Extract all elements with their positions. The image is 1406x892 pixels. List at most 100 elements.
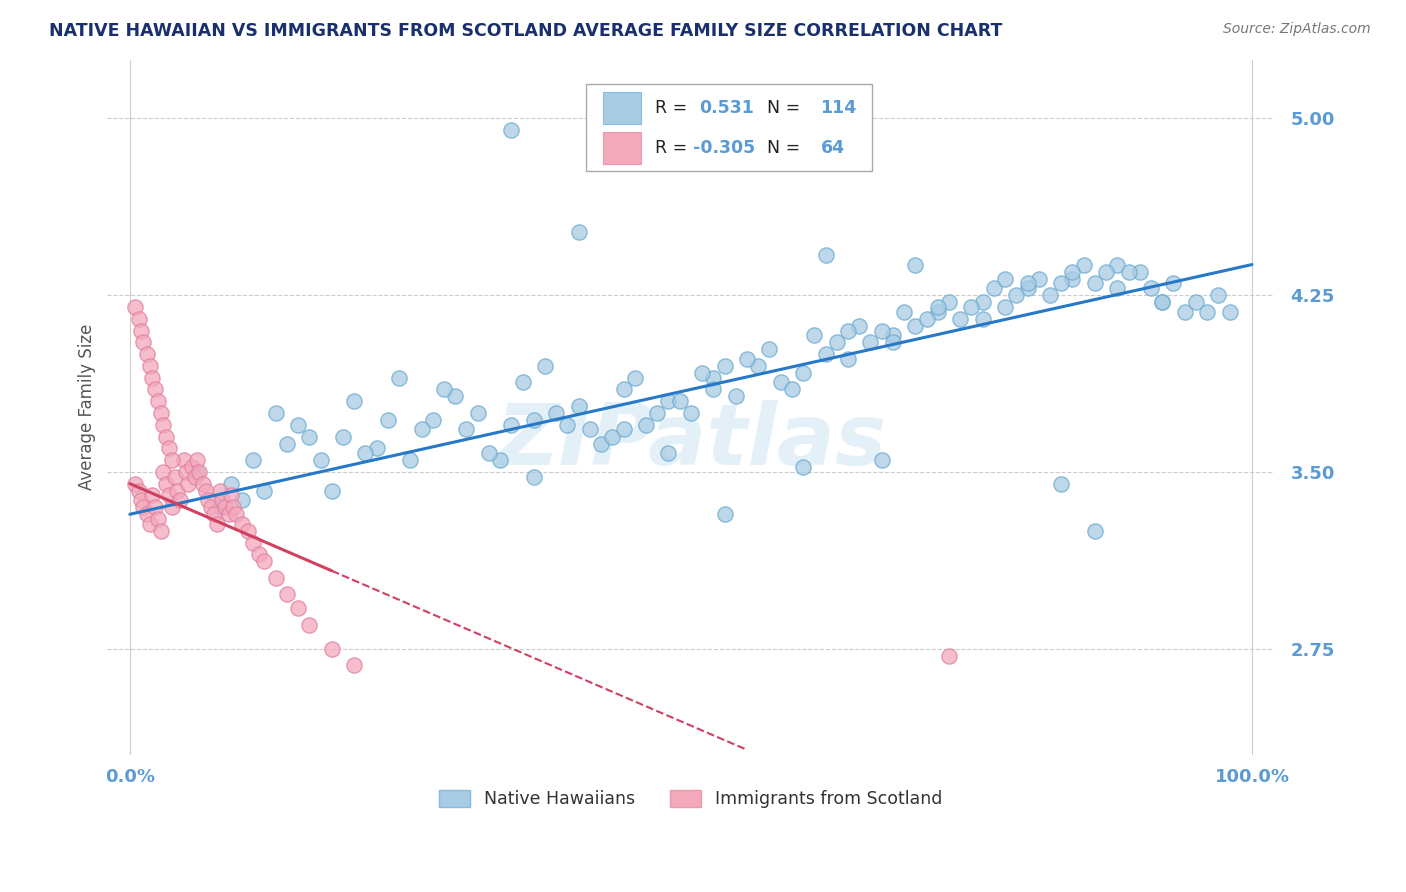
Point xyxy=(200,500,222,515)
Point xyxy=(141,370,163,384)
Point xyxy=(1084,277,1107,291)
Point xyxy=(613,422,636,436)
Point xyxy=(735,351,758,366)
Point xyxy=(129,324,152,338)
Point xyxy=(298,429,321,443)
Point xyxy=(242,453,264,467)
Point xyxy=(613,383,636,397)
Point xyxy=(219,476,242,491)
Point xyxy=(219,488,242,502)
Text: N =: N = xyxy=(756,99,806,117)
Text: R =: R = xyxy=(655,139,693,157)
Point xyxy=(1107,281,1129,295)
Legend: Native Hawaiians, Immigrants from Scotland: Native Hawaiians, Immigrants from Scotla… xyxy=(432,782,949,815)
Text: -0.305: -0.305 xyxy=(693,139,755,157)
Point xyxy=(143,500,166,515)
Point xyxy=(166,483,188,498)
Point xyxy=(870,453,893,467)
Point xyxy=(1163,277,1185,291)
Point xyxy=(186,465,208,479)
Point xyxy=(253,483,276,498)
Point xyxy=(399,453,422,467)
Point xyxy=(377,413,399,427)
Point xyxy=(1197,304,1219,318)
Point xyxy=(702,383,724,397)
Point xyxy=(1050,476,1073,491)
Point xyxy=(163,469,186,483)
Point xyxy=(157,488,180,502)
Point xyxy=(141,488,163,502)
Point xyxy=(155,476,177,491)
Point xyxy=(128,483,150,498)
Point xyxy=(208,500,231,515)
Point xyxy=(904,318,927,333)
Point xyxy=(146,512,169,526)
Text: 64: 64 xyxy=(821,139,845,157)
Point xyxy=(253,554,276,568)
Point xyxy=(354,446,377,460)
Point xyxy=(456,422,478,436)
Point xyxy=(523,469,546,483)
Point xyxy=(724,389,747,403)
Point xyxy=(489,453,512,467)
FancyBboxPatch shape xyxy=(586,84,872,170)
Point xyxy=(972,295,994,310)
Point xyxy=(848,318,870,333)
Point xyxy=(713,359,735,373)
Point xyxy=(197,493,219,508)
Point xyxy=(247,547,270,561)
Point xyxy=(713,508,735,522)
Point xyxy=(132,500,155,515)
Point xyxy=(264,406,287,420)
Point xyxy=(276,436,298,450)
Point xyxy=(837,351,859,366)
Point xyxy=(124,300,146,314)
Point xyxy=(139,359,162,373)
Text: 114: 114 xyxy=(821,99,856,117)
Point xyxy=(634,417,657,432)
Point xyxy=(236,524,259,538)
Point xyxy=(157,442,180,456)
Point xyxy=(155,429,177,443)
Point xyxy=(702,370,724,384)
Point xyxy=(1039,288,1062,302)
Point xyxy=(803,328,825,343)
Point xyxy=(298,618,321,632)
Point xyxy=(150,524,173,538)
Point xyxy=(927,300,949,314)
Point xyxy=(1140,281,1163,295)
Point xyxy=(915,311,938,326)
Text: Source: ZipAtlas.com: Source: ZipAtlas.com xyxy=(1223,22,1371,37)
Point xyxy=(202,508,225,522)
Point xyxy=(690,366,713,380)
Text: 0.531: 0.531 xyxy=(699,99,754,117)
Point xyxy=(162,453,184,467)
Point xyxy=(1017,281,1039,295)
FancyBboxPatch shape xyxy=(603,132,641,164)
Point xyxy=(927,304,949,318)
Point xyxy=(960,300,983,314)
Point xyxy=(1084,524,1107,538)
Point xyxy=(422,413,444,427)
Point xyxy=(177,476,200,491)
Point xyxy=(343,658,366,673)
Point xyxy=(679,406,702,420)
Point xyxy=(568,399,591,413)
Text: NATIVE HAWAIIAN VS IMMIGRANTS FROM SCOTLAND AVERAGE FAMILY SIZE CORRELATION CHAR: NATIVE HAWAIIAN VS IMMIGRANTS FROM SCOTL… xyxy=(49,22,1002,40)
Point xyxy=(1017,277,1039,291)
Point xyxy=(195,483,218,498)
Point xyxy=(814,248,837,262)
Text: R =: R = xyxy=(655,99,697,117)
Point xyxy=(218,508,240,522)
Point xyxy=(882,335,904,350)
Point xyxy=(501,123,523,137)
Point xyxy=(534,359,557,373)
Point xyxy=(1073,258,1095,272)
Point xyxy=(152,465,174,479)
Point xyxy=(309,453,332,467)
Point xyxy=(150,406,173,420)
Point xyxy=(792,460,814,475)
Point xyxy=(972,311,994,326)
Point xyxy=(568,225,591,239)
Point xyxy=(1107,258,1129,272)
